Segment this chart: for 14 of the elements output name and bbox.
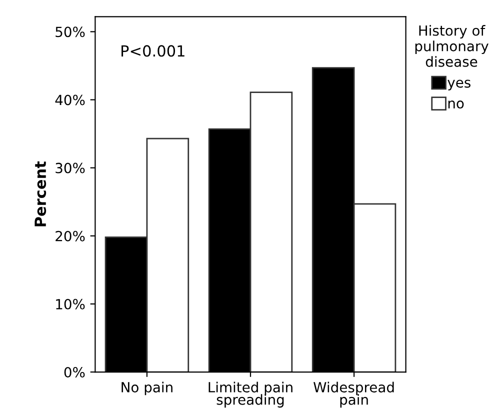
legend-label: no: [448, 100, 464, 109]
y-tick-label: 0%: [64, 366, 85, 378]
x-tick-label: No pain: [122, 382, 172, 396]
legend-title: History of pulmonary disease: [415, 25, 488, 67]
x-tick-label: Limited pain spreading: [208, 382, 292, 408]
y-axis-title: Percent: [34, 161, 46, 226]
y-tick-label: 40%: [55, 94, 85, 106]
legend-label: yes: [448, 80, 470, 90]
y-tick-label: 10%: [56, 298, 85, 310]
y-tick-label: 30%: [56, 162, 85, 174]
y-tick-label: 20%: [56, 230, 85, 242]
x-tick-label: Widespread pain: [314, 382, 394, 408]
annotation: P<0.001: [122, 45, 184, 57]
y-tick-label: 50%: [56, 26, 85, 38]
